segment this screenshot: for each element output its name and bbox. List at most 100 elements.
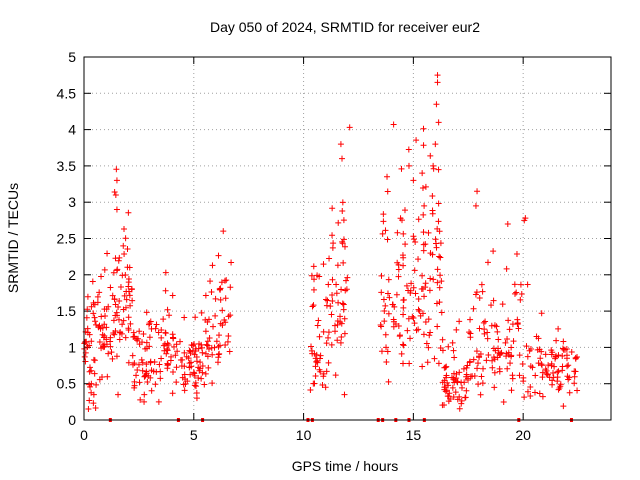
data-point [489, 357, 496, 364]
data-point [398, 350, 405, 357]
data-point [384, 188, 391, 195]
data-point [193, 390, 200, 397]
data-point [529, 364, 536, 371]
data-point [515, 325, 522, 332]
data-point [422, 183, 429, 190]
data-point [400, 254, 407, 261]
data-point [516, 372, 523, 379]
data-point [205, 316, 212, 323]
data-point [435, 119, 442, 126]
data-point [384, 290, 391, 297]
data-point [105, 350, 112, 357]
data-point [420, 247, 427, 254]
data-point [197, 365, 204, 372]
data-point [86, 368, 93, 375]
data-point [407, 335, 414, 342]
data-point [456, 318, 463, 325]
data-point [124, 246, 131, 253]
data-point [476, 353, 483, 360]
data-point [320, 328, 327, 335]
data-point [170, 343, 177, 350]
data-point [187, 371, 194, 378]
data-point [142, 373, 149, 380]
data-point [213, 338, 220, 345]
data-point [340, 301, 347, 308]
data-point [162, 287, 169, 294]
data-point [421, 293, 428, 300]
data-point [407, 290, 414, 297]
data-point [87, 383, 94, 390]
data-point [545, 362, 552, 369]
grid [84, 57, 611, 420]
data-point [335, 219, 342, 226]
data-point [422, 284, 429, 291]
data-point [143, 361, 150, 368]
data-point [112, 301, 119, 308]
data-point [121, 250, 128, 257]
data-point [110, 317, 117, 324]
data-point [98, 313, 105, 320]
data-point [162, 269, 169, 276]
data-point [121, 292, 128, 299]
data-point [380, 296, 387, 303]
data-point [191, 372, 198, 379]
data-point [156, 361, 163, 368]
data-point [125, 209, 132, 216]
data-point [382, 302, 389, 309]
data-point [400, 342, 407, 349]
data-point [517, 296, 524, 303]
x-tick-label: 15 [406, 427, 422, 443]
data-point [397, 332, 404, 339]
data-point [137, 396, 144, 403]
data-point [81, 353, 88, 360]
data-point [169, 390, 176, 397]
data-point [160, 316, 167, 323]
data-point [94, 293, 101, 300]
data-point [424, 359, 431, 366]
data-point [84, 293, 91, 300]
data-point [329, 232, 336, 239]
data-point [160, 342, 167, 349]
data-point [436, 284, 443, 291]
y-tick-label: 1 [68, 339, 76, 355]
data-point [129, 352, 136, 359]
data-point [93, 381, 100, 388]
data-point [399, 341, 406, 348]
data-point [463, 364, 470, 371]
data-point [556, 384, 563, 391]
data-point [111, 331, 118, 338]
data-point [439, 402, 446, 409]
x-tick-label: 20 [515, 427, 531, 443]
data-point [557, 381, 564, 388]
data-point [511, 290, 518, 297]
data-point [504, 335, 511, 342]
data-point [415, 306, 422, 313]
data-point [157, 375, 164, 382]
data-point [494, 354, 501, 361]
data-point [386, 294, 393, 301]
data-point [341, 315, 348, 322]
data-point [82, 358, 89, 365]
data-point [142, 345, 149, 352]
data-point [477, 391, 484, 398]
data-point [466, 359, 473, 366]
y-tick-label: 0.5 [57, 376, 77, 392]
data-point [504, 365, 511, 372]
x-tick-label: 5 [190, 427, 198, 443]
data-point [553, 337, 560, 344]
data-point [337, 141, 344, 148]
data-point [107, 284, 114, 291]
data-point [427, 275, 434, 282]
data-point [174, 348, 181, 355]
data-point [430, 165, 437, 172]
data-point [406, 360, 413, 367]
data-point [217, 296, 224, 303]
data-point [537, 355, 544, 362]
data-point [478, 373, 485, 380]
data-point [177, 356, 184, 363]
data-point [546, 374, 553, 381]
data-point [397, 215, 404, 222]
data-point [325, 281, 332, 288]
data-point [205, 364, 212, 371]
data-point [463, 371, 470, 378]
